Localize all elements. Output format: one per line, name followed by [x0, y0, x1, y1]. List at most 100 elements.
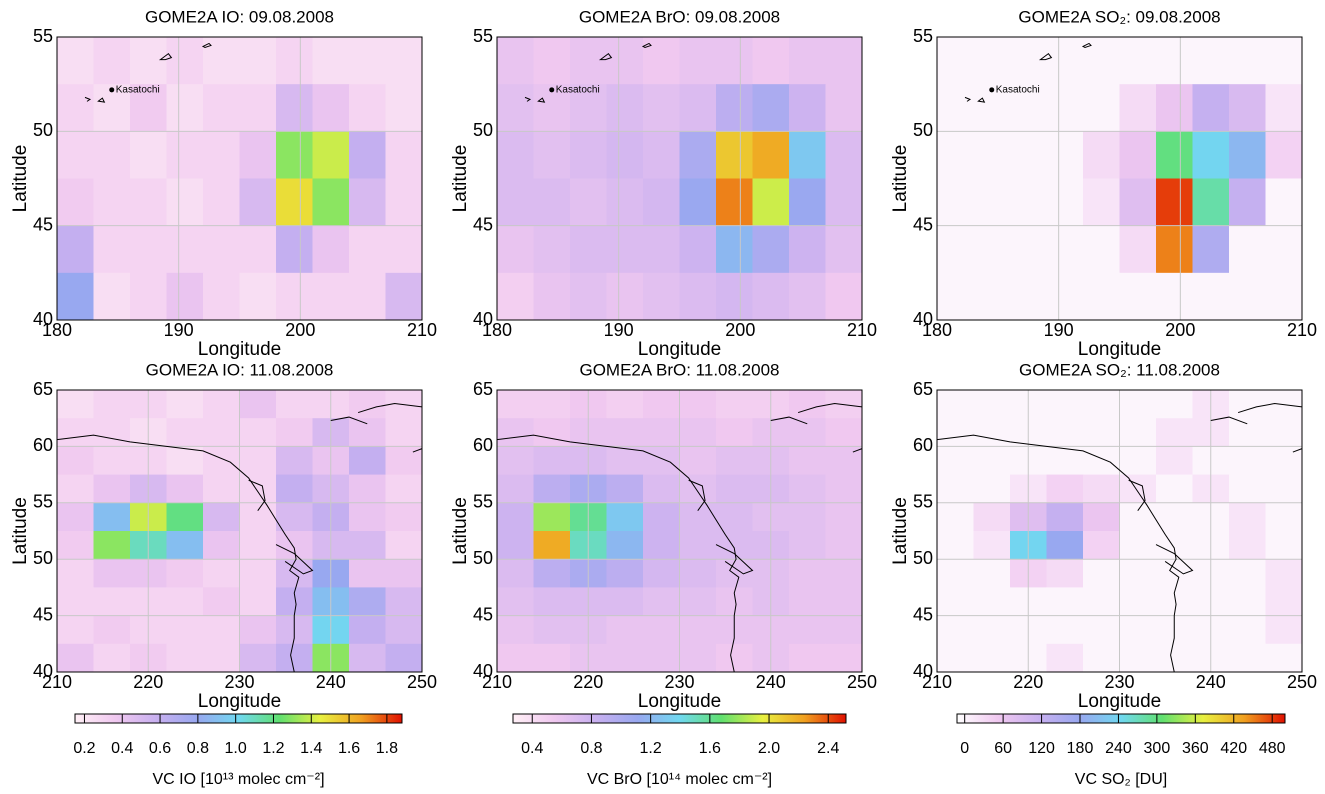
heatmap-cell [716, 418, 753, 447]
heatmap-cell [385, 502, 423, 532]
heatmap-cell [1010, 272, 1047, 321]
heatmap-cell [497, 272, 534, 321]
heatmap-cell [643, 390, 680, 419]
heatmap-cell [130, 131, 167, 179]
colorbar-tick-label: 1.6 [699, 740, 721, 757]
heatmap-cell [1083, 418, 1120, 447]
coastline [1292, 448, 1303, 453]
heatmap-cell [973, 178, 1011, 227]
x-tick-label: 190 [164, 320, 194, 340]
y-tick-label: 55 [33, 26, 53, 46]
heatmap-cell [606, 418, 644, 447]
heatmap-cell [1046, 225, 1084, 274]
heatmap-cell [349, 131, 386, 179]
colorbar [956, 713, 1286, 724]
heatmap-cell [1229, 615, 1266, 645]
heatmap-cell [203, 615, 240, 645]
heatmap-cell [1119, 178, 1157, 227]
heatmap-cell [1010, 84, 1047, 132]
heatmap-cell [533, 225, 571, 274]
heatmap-cell [643, 615, 680, 645]
heatmap-cell [1046, 37, 1084, 85]
heatmap-cell [789, 131, 826, 179]
x-tick-label: 200 [285, 320, 315, 340]
coastline [715, 544, 754, 575]
heatmap-cell [203, 418, 240, 447]
heatmap-cell [1156, 390, 1193, 419]
heatmap-cell [349, 37, 386, 85]
heatmap-cell [349, 418, 386, 447]
heatmap-cell [789, 37, 826, 85]
heatmap-cell [385, 615, 423, 645]
heatmap-cell [789, 643, 826, 673]
heatmap-cell [166, 615, 204, 645]
heatmap-cell [385, 84, 423, 132]
heatmap-cell [1192, 37, 1230, 85]
heatmap-cell [1156, 531, 1193, 560]
heatmap-cell [1119, 502, 1157, 532]
panel: GOME2A IO: 11.08.2008 210 220 230 240 250 40 45… [10, 360, 437, 788]
heatmap-cell [166, 178, 204, 227]
y-tick-label: 50 [473, 120, 493, 140]
heatmap-cell [166, 446, 204, 476]
heatmap-cell [1083, 272, 1120, 321]
heatmap-cell [1265, 615, 1303, 645]
heatmap-cell [57, 390, 94, 419]
heatmap-cell [606, 474, 644, 504]
heatmap-cell [1083, 131, 1120, 179]
heatmap-cell [937, 225, 974, 274]
x-tick-label: 230 [224, 672, 254, 692]
heatmap-cell [679, 418, 717, 447]
x-axis-label: Longitude [198, 691, 281, 712]
colorbar-tick-label: 1.2 [640, 740, 662, 757]
heatmap-cell [349, 84, 386, 132]
y-tick-label: 40 [33, 309, 53, 329]
heatmap-cell [606, 559, 644, 588]
heatmap-cell [973, 474, 1011, 504]
y-tick-label: 55 [473, 26, 493, 46]
heatmap-cell [789, 587, 826, 617]
heatmap-cell [203, 84, 240, 132]
heatmap-cell [57, 474, 94, 504]
heatmap-cell [1229, 225, 1266, 274]
heatmap-cell [533, 178, 571, 227]
heatmap-cell [789, 474, 826, 504]
annotation: Kasatochi [556, 84, 600, 95]
heatmap-cell [1046, 272, 1084, 321]
heatmap-cell [1265, 84, 1303, 132]
heatmap-cell [385, 131, 423, 179]
heatmap-cell [1046, 587, 1084, 617]
heatmap-cell [643, 178, 680, 227]
heatmap-cell [166, 559, 204, 588]
y-axis-label: Latitude [10, 497, 31, 565]
heatmap-cell [1156, 643, 1193, 673]
heatmap-cell [606, 615, 644, 645]
heatmap-cell [57, 131, 94, 179]
heatmap-cell [497, 178, 534, 227]
coastline [56, 434, 300, 673]
heatmap-cell [1119, 446, 1157, 476]
heatmap-cell [349, 531, 386, 560]
heatmap-cell [497, 502, 534, 532]
heatmap-cell [825, 643, 863, 673]
heatmap-cell [1192, 272, 1230, 321]
y-tick-label: 60 [913, 435, 933, 455]
heatmap-cell [1192, 84, 1230, 132]
heatmap-cell [276, 390, 313, 419]
heatmap-cell [679, 587, 717, 617]
heatmap-cell [937, 446, 974, 476]
heatmap-cell [239, 418, 277, 447]
heatmap-cell [789, 178, 826, 227]
heatmap-cell [1229, 178, 1266, 227]
colorbar-tick-label: 180 [1067, 740, 1094, 757]
heatmap-cell [825, 84, 863, 132]
heatmap-cell [937, 615, 974, 645]
heatmap-cell [203, 474, 240, 504]
heatmap-cell [1083, 531, 1120, 560]
heatmap-cell [643, 587, 680, 617]
heatmap-cell [385, 178, 423, 227]
panel: GOME2A SO₂: 11.08.2008 210 220 230 240 250 40 4… [890, 360, 1317, 788]
heatmap-cell [1156, 502, 1193, 532]
heatmap-cell [1229, 446, 1266, 476]
heatmap-cell [1119, 418, 1157, 447]
